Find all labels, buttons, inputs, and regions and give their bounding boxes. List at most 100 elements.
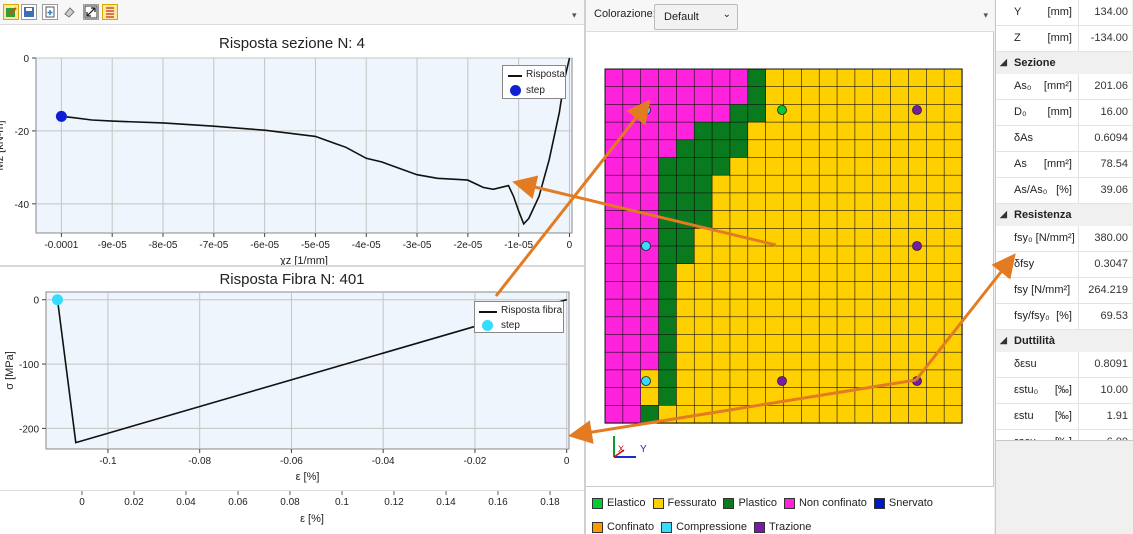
mesh-cell — [890, 369, 910, 389]
property-row[interactable]: Z [mm] -134.00 — [996, 26, 1132, 52]
panel-menu-icon[interactable]: ▾ — [983, 10, 988, 20]
x-tick-label: 0.18 — [540, 497, 560, 508]
property-value: 69.53 — [1100, 310, 1128, 322]
mesh-cell — [640, 174, 660, 194]
mesh-cell — [604, 228, 624, 247]
mesh-cell — [676, 121, 695, 141]
mesh-cell — [925, 316, 945, 336]
x-tick-label: -0.02 — [464, 456, 487, 467]
property-row[interactable]: As₀ [mm²] 201.06 — [996, 74, 1132, 100]
legend-label: Non confinato — [798, 497, 867, 509]
mesh-cell — [658, 387, 678, 406]
mesh-cell — [711, 298, 731, 318]
mesh-cell — [747, 192, 767, 212]
mesh-cell — [747, 157, 767, 176]
mesh-cell — [693, 369, 713, 389]
mesh-cell — [658, 174, 678, 194]
property-row[interactable]: fsy [N/mm²] 264.219 — [996, 278, 1132, 304]
collapse-icon[interactable]: ◢ — [1000, 209, 1007, 219]
mesh-cell — [622, 263, 642, 282]
mesh-cell — [711, 369, 731, 389]
mesh-cell — [836, 104, 856, 123]
mesh-cell — [890, 192, 910, 212]
mesh-cell — [747, 210, 767, 229]
mesh-cell — [872, 369, 892, 389]
mesh-cell — [925, 86, 945, 106]
list-icon[interactable] — [102, 4, 118, 20]
mesh-cell — [818, 121, 838, 141]
mesh-cell — [801, 104, 820, 123]
collapse-icon[interactable]: ◢ — [1000, 57, 1007, 67]
mesh-cell — [747, 121, 767, 141]
property-label: fsy/fsy₀ — [1014, 310, 1050, 322]
mesh-cell — [890, 68, 910, 88]
mesh-cell — [890, 139, 910, 159]
mesh-cell — [765, 334, 785, 353]
x-axis-name: X — [618, 444, 624, 454]
property-row[interactable]: fsy₀ [N/mm²] 380.00 — [996, 226, 1132, 252]
x-tick-label: 0.04 — [176, 497, 196, 508]
mesh-cell — [908, 210, 927, 229]
eraser-icon[interactable] — [61, 4, 77, 20]
collapse-icon[interactable]: ◢ — [1000, 335, 1007, 345]
mesh-cell — [729, 174, 749, 194]
mesh-cell — [729, 387, 749, 406]
mesh-cell — [693, 157, 713, 176]
mesh-cell — [801, 351, 820, 371]
mesh-cell — [943, 316, 963, 336]
property-section-header[interactable]: ◢ Resistenza — [996, 204, 1132, 226]
mesh-cell — [693, 387, 713, 406]
property-label: D₀ — [1014, 106, 1027, 118]
coloration-label: Colorazione: — [594, 8, 656, 20]
mesh-cell — [676, 139, 695, 159]
mesh-cell — [747, 281, 767, 300]
property-row[interactable]: εscu₀ [‰] 6.00 — [996, 430, 1132, 440]
edit-icon[interactable] — [3, 4, 19, 20]
property-row[interactable]: δAs 0.6094 — [996, 126, 1132, 152]
mesh-cell — [729, 334, 749, 353]
property-row[interactable]: δεsu 0.8091 — [996, 352, 1132, 378]
mesh-cell — [943, 351, 963, 371]
mesh-cell — [604, 104, 624, 123]
property-row[interactable]: As [mm²] 78.54 — [996, 152, 1132, 178]
property-row[interactable]: fsy/fsy₀ [%] 69.53 — [996, 304, 1132, 330]
mesh-cell — [890, 86, 910, 106]
property-section-header[interactable]: ◢ Sezione — [996, 52, 1132, 74]
property-row[interactable]: Y [mm] 134.00 — [996, 0, 1132, 26]
mesh-cell — [729, 404, 749, 424]
mesh-cell — [836, 281, 856, 300]
mesh-cell — [908, 316, 927, 336]
mesh-cell — [854, 104, 874, 123]
mesh-cell — [872, 139, 892, 159]
mesh-cell — [925, 192, 945, 212]
property-section-header[interactable]: ◢ Duttilità — [996, 330, 1132, 352]
mesh-cell — [693, 228, 713, 247]
mesh-cell — [836, 245, 856, 265]
add-icon[interactable] — [42, 4, 58, 20]
mesh-cell — [693, 404, 713, 424]
fiber-response-chart: Risposta Fibra N: 401 -0.1 -0.08 -0.06 -0.0… — [0, 265, 584, 490]
property-row[interactable]: As/As₀ [%] 39.06 — [996, 178, 1132, 204]
save-icon[interactable] — [21, 4, 37, 20]
property-row[interactable]: εstu [‰] 1.91 — [996, 404, 1132, 430]
x-tick-label: 0 — [79, 497, 85, 508]
mesh-cell — [747, 228, 767, 247]
property-row[interactable]: D₀ [mm] 16.00 — [996, 100, 1132, 126]
legend-label: Trazione — [769, 521, 812, 533]
legend-swatch — [592, 498, 603, 509]
mesh-cell — [658, 228, 678, 247]
mesh-cell — [604, 387, 624, 406]
mesh-cell — [640, 192, 660, 212]
legend-label: Fessurato — [667, 497, 717, 509]
mesh-cell — [640, 210, 660, 229]
fit-icon[interactable] — [83, 4, 99, 20]
legend-swatch — [652, 498, 664, 509]
x-tick-label: 0.16 — [488, 497, 508, 508]
mesh-cell — [872, 298, 892, 318]
property-row[interactable]: εstu₀ [‰] 10.00 — [996, 378, 1132, 404]
coloration-select[interactable]: Default ⌄ — [654, 4, 738, 30]
property-row[interactable]: δfsy 0.3047 — [996, 252, 1132, 278]
coloration-value: Default — [664, 11, 699, 23]
panel-menu-icon[interactable]: ▾ — [572, 10, 577, 20]
